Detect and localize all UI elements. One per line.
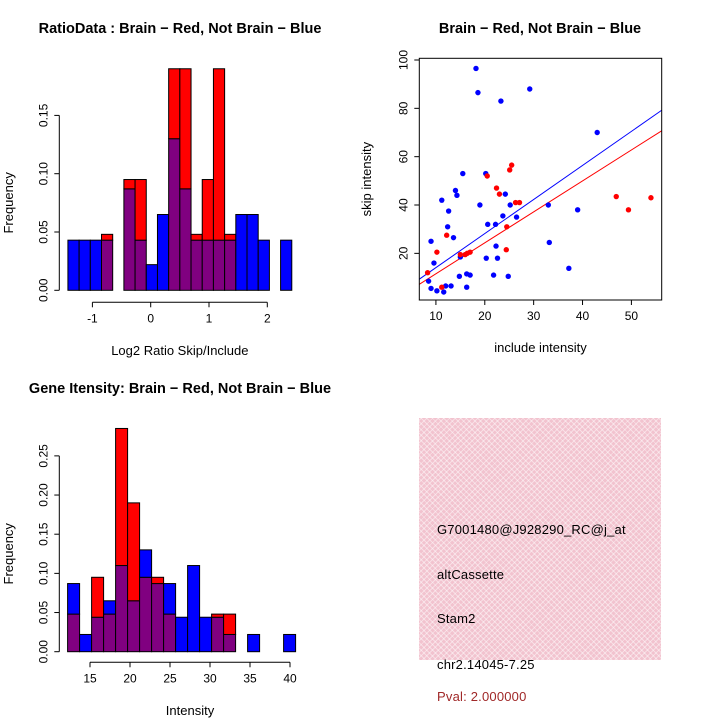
svg-text:Log2 Ratio Skip/Include: Log2 Ratio Skip/Include bbox=[111, 343, 248, 358]
pval-text: Pval: 2.000000 bbox=[437, 689, 527, 704]
svg-text:0.05: 0.05 bbox=[36, 220, 50, 244]
svg-text:20: 20 bbox=[123, 671, 137, 685]
svg-text:0: 0 bbox=[147, 311, 154, 325]
svg-text:0.05: 0.05 bbox=[36, 601, 50, 625]
svg-text:60: 60 bbox=[396, 150, 410, 164]
svg-text:0.00: 0.00 bbox=[36, 640, 50, 664]
svg-text:Brain − Red, Not Brain − Blue: Brain − Red, Not Brain − Blue bbox=[439, 21, 641, 37]
ratio-histogram-chart: -1 0 1 2 0.00 0.05 0.10 0.15 RatioData : Brain −… bbox=[1, 21, 322, 358]
svg-text:include intensity: include intensity bbox=[494, 340, 587, 355]
svg-text:Frequency: Frequency bbox=[1, 523, 16, 585]
svg-text:Gene Itensity: Brain − Red, No: Gene Itensity: Brain − Red, Not Brain − … bbox=[29, 381, 331, 397]
svg-text:80: 80 bbox=[396, 101, 410, 115]
gene-intensity-histogram-chart: 15 20 25 30 35 40 0.00 0.05 0.10 0.15 0.20 0.25 Gene… bbox=[1, 381, 331, 718]
svg-text:skip intensity: skip intensity bbox=[360, 141, 374, 216]
svg-text:50: 50 bbox=[625, 309, 639, 323]
panel-ratio-histogram: -1 0 1 2 0.00 0.05 0.10 0.15 RatioData : Brain −… bbox=[0, 0, 360, 360]
locus-text: chr2.14045-7.25 bbox=[437, 657, 535, 672]
svg-text:0.15: 0.15 bbox=[36, 103, 50, 127]
svg-text:40: 40 bbox=[396, 198, 410, 212]
svg-text:20: 20 bbox=[396, 246, 410, 260]
svg-text:35: 35 bbox=[243, 671, 257, 685]
svg-text:0.25: 0.25 bbox=[36, 444, 50, 468]
svg-text:1: 1 bbox=[206, 311, 213, 325]
svg-text:40: 40 bbox=[576, 309, 590, 323]
svg-text:30: 30 bbox=[527, 309, 541, 323]
svg-text:RatioData : Brain − Red, Not B: RatioData : Brain − Red, Not Brain − Blu… bbox=[39, 21, 322, 37]
probe-id-text: G7001480@J928290_RC@j_at bbox=[437, 522, 626, 537]
svg-text:10: 10 bbox=[429, 309, 443, 323]
event-type-text: altCassette bbox=[437, 567, 505, 582]
svg-text:15: 15 bbox=[83, 671, 97, 685]
gene-name-text: Stam2 bbox=[437, 611, 476, 626]
svg-text:-1: -1 bbox=[87, 311, 98, 325]
svg-text:2: 2 bbox=[264, 311, 271, 325]
svg-text:30: 30 bbox=[203, 671, 217, 685]
gene-info-box: G7001480@J928290_RC@j_at altCassette Sta… bbox=[419, 418, 661, 704]
panel-info: G7001480@J928290_RC@j_at altCassette Sta… bbox=[360, 360, 720, 720]
panel-intensity-scatter: 10 20 30 40 50 20 40 60 80 100 Brain − Red, Not Br… bbox=[360, 0, 720, 360]
svg-text:Frequency: Frequency bbox=[1, 172, 16, 234]
svg-text:0.20: 0.20 bbox=[36, 483, 50, 507]
svg-text:25: 25 bbox=[163, 671, 177, 685]
svg-text:0.00: 0.00 bbox=[36, 278, 50, 302]
intensity-scatter-chart: 10 20 30 40 50 20 40 60 80 100 Brain − Red, Not Br… bbox=[360, 21, 663, 355]
svg-text:0.15: 0.15 bbox=[36, 522, 50, 546]
panel-gene-intensity-histogram: 15 20 25 30 35 40 0.00 0.05 0.10 0.15 0.20 0.25 Gene… bbox=[0, 360, 360, 720]
svg-text:40: 40 bbox=[283, 671, 297, 685]
svg-text:0.10: 0.10 bbox=[36, 561, 50, 585]
svg-text:0.10: 0.10 bbox=[36, 162, 50, 186]
svg-text:100: 100 bbox=[396, 50, 410, 70]
svg-text:Intensity: Intensity bbox=[166, 703, 215, 718]
svg-text:20: 20 bbox=[478, 309, 492, 323]
